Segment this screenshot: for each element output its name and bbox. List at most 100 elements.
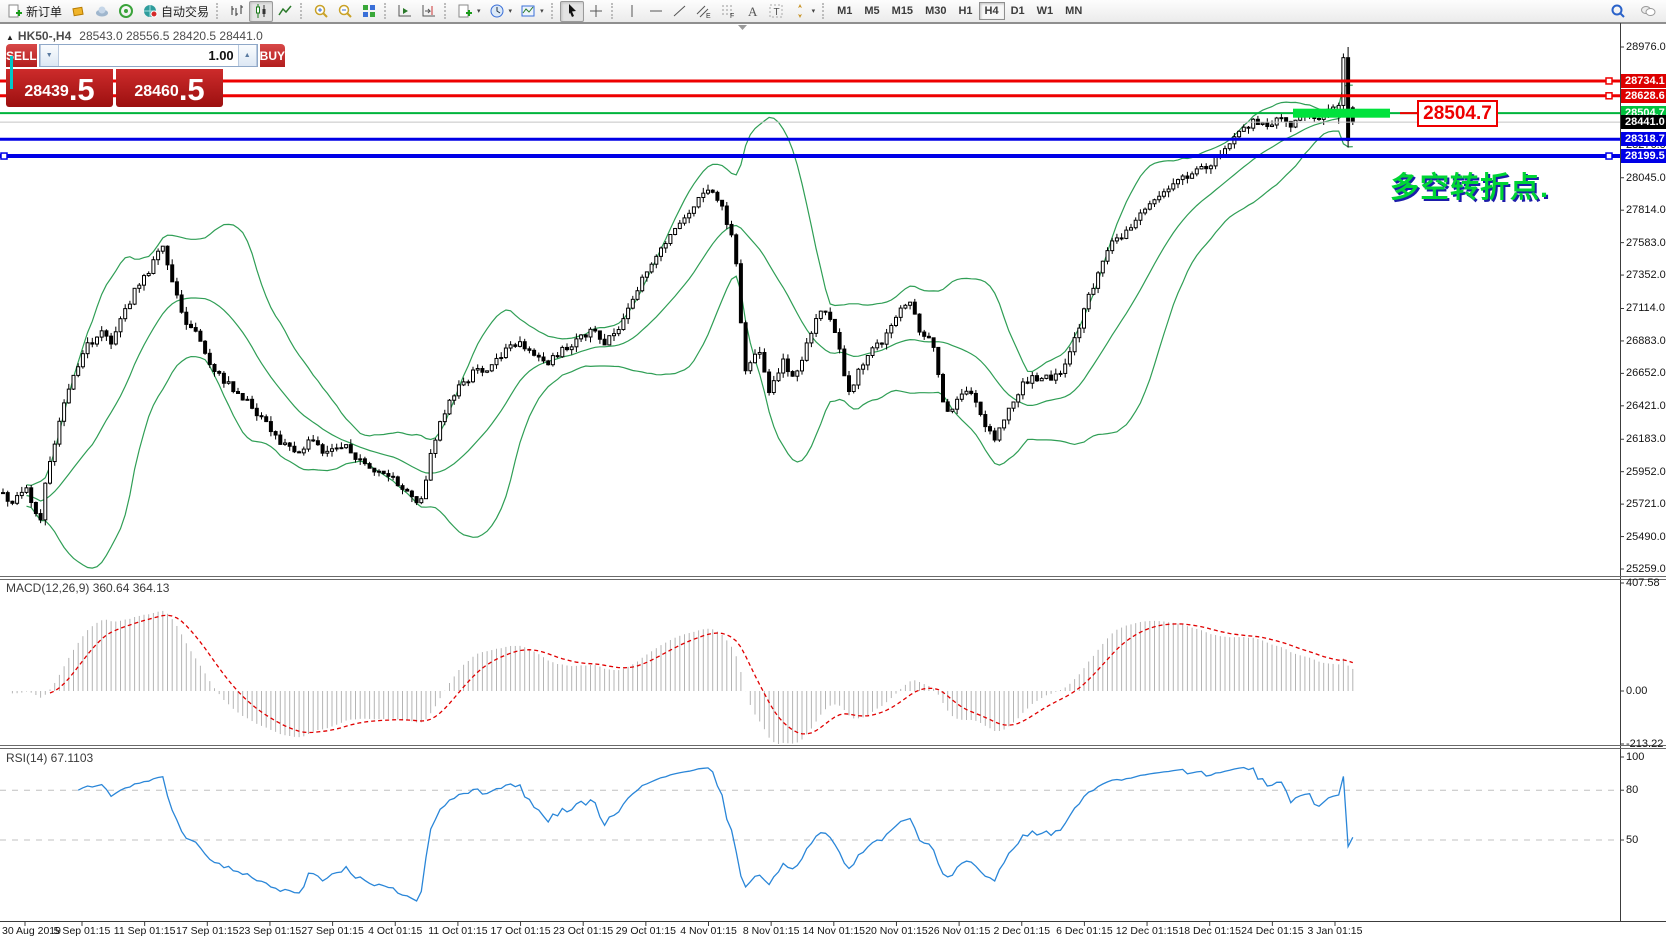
chat-icon	[1641, 6, 1656, 16]
volume-input[interactable]	[58, 45, 238, 66]
cloud-icon	[96, 6, 109, 17]
time-label: 12 Dec 01:15	[1115, 925, 1179, 937]
toolbar-separator	[444, 3, 450, 19]
search-icon	[1611, 4, 1625, 18]
bar-chart-button[interactable]	[225, 1, 249, 22]
rsi-axis-label: 50	[1626, 834, 1639, 846]
auto-scroll-button[interactable]	[393, 1, 417, 22]
time-label: 3 Jan 01:15	[1307, 925, 1363, 937]
data-folder-button[interactable]	[66, 1, 90, 22]
toolbar-separator	[822, 3, 828, 19]
price-tick: 28976.0	[1626, 41, 1666, 53]
timeframe-m30-button[interactable]: M30	[925, 5, 947, 17]
timeframe-m15-button[interactable]: M15	[891, 5, 914, 17]
timeframe-h1-button[interactable]: H1	[958, 5, 973, 17]
macd-axis-label: 407.58	[1626, 577, 1660, 589]
template-icon	[521, 5, 535, 17]
periods-button[interactable]: ▾	[485, 1, 517, 22]
fibo-icon: F	[721, 5, 734, 19]
svg-text:F: F	[730, 13, 734, 19]
time-label: 24 Dec 01:15	[1241, 925, 1304, 937]
line-chart-button[interactable]	[273, 1, 297, 22]
price-level-badge: 28441.0	[1621, 115, 1666, 130]
chartshift-icon	[422, 5, 436, 17]
ohlc-values: 28543.0 28556.5 28420.5 28441.0	[79, 29, 263, 43]
toolbar-separator	[216, 3, 222, 19]
price-tick: 26421.0	[1626, 399, 1666, 412]
buy-price-box[interactable]: 28460.5	[116, 69, 223, 107]
svg-text:A: A	[748, 4, 758, 19]
new-order-icon	[8, 4, 22, 18]
cloud-button[interactable]	[90, 1, 114, 22]
new-chart-icon	[458, 4, 473, 18]
timeframe-mn-button[interactable]: MN	[1065, 5, 1083, 17]
channel-icon: E	[696, 5, 711, 19]
trendline-icon	[673, 5, 685, 17]
time-label: 20 Nov 01:15	[865, 925, 928, 937]
signals-button[interactable]	[114, 1, 138, 22]
sell-button[interactable]: SELL	[6, 44, 37, 67]
zoom-out-button[interactable]	[333, 1, 357, 22]
equidistant-channel-button[interactable]: E	[692, 1, 716, 22]
buy-button[interactable]: BUY	[259, 44, 286, 67]
chat-button[interactable]	[1636, 1, 1660, 22]
price-tick: 27352.0	[1626, 269, 1666, 282]
price-tick: 26183.0	[1626, 433, 1666, 446]
highlight-zone	[1293, 108, 1390, 118]
time-label: 5 Sep 01:15	[53, 925, 111, 937]
toolbar-separator	[550, 3, 557, 19]
timeframe-h4-button[interactable]: H4	[978, 2, 1005, 20]
chart-line-icon	[278, 5, 292, 16]
macd-axis-label: -213.22	[1626, 738, 1664, 750]
fibonacci-button[interactable]: F	[716, 1, 740, 22]
collapse-panel-icon[interactable]: ▲	[6, 33, 14, 42]
volume-decrease-button[interactable]: ▼	[39, 45, 59, 66]
timeframe-d1-button[interactable]: D1	[1010, 5, 1025, 17]
svg-text:E: E	[706, 13, 711, 19]
vertical-line-button[interactable]	[620, 1, 644, 22]
crosshair-icon	[589, 5, 602, 17]
arrows-button[interactable]: ▾	[788, 1, 820, 22]
zoom-in-button[interactable]	[309, 1, 333, 22]
timeframe-m5-button[interactable]: M5	[864, 5, 880, 17]
cursor-icon	[568, 4, 576, 17]
sell-price-pips: .5	[68, 72, 95, 107]
trendline-button[interactable]	[668, 1, 692, 22]
autotrading-button[interactable]: 自动交易	[138, 1, 213, 22]
text-label-button[interactable]: T	[764, 1, 788, 22]
volume-increase-button[interactable]: ▲	[237, 45, 257, 66]
autoscroll-icon	[398, 5, 412, 17]
time-label: 11 Sep 01:15	[113, 925, 176, 937]
text-button[interactable]: A	[740, 1, 764, 22]
tile-windows-button[interactable]	[357, 1, 381, 22]
templates-button[interactable]: ▾	[516, 1, 548, 22]
price-callout[interactable]: 28504.7	[1417, 100, 1498, 127]
arrows-icon	[797, 4, 802, 18]
timeframe-w1-button[interactable]: W1	[1036, 5, 1054, 17]
cursor-button[interactable]	[559, 0, 584, 22]
time-label: 4 Nov 01:15	[680, 925, 737, 937]
chart-bars-icon	[231, 5, 244, 16]
buy-price-pips: .5	[178, 72, 205, 107]
main-toolbar: 新订单 自动交易 ▾ ▾ ▾ E F A T ▾ M1 M5 M15 M30 H1 H4 D1 W1 MN	[0, 0, 1666, 23]
new-order-button[interactable]: 新订单	[3, 1, 66, 22]
annotation-text[interactable]: 多空转折点.	[1390, 172, 1550, 204]
new-chart-button[interactable]: ▾	[453, 1, 485, 22]
time-label: 4 Oct 01:15	[368, 925, 423, 937]
one-click-trade-panel: SELL ▼ ▲ BUY 28439.5 28460.5	[6, 44, 286, 107]
timeframe-m1-button[interactable]: M1	[837, 5, 853, 17]
time-label: 30 Aug 2019	[2, 925, 61, 937]
time-label: 23 Sep 01:15	[238, 925, 302, 937]
chart-shift-button[interactable]	[417, 1, 441, 22]
horizontal-line-button[interactable]	[644, 1, 668, 22]
textT-icon: T	[769, 4, 783, 18]
time-label: 23 Oct 01:15	[553, 925, 614, 937]
crosshair-button[interactable]	[584, 1, 608, 22]
sell-price-box[interactable]: 28439.5	[6, 69, 113, 107]
search-button[interactable]	[1606, 1, 1630, 22]
price-tick: 27814.0	[1626, 204, 1666, 217]
price-level-badge: 28318.7	[1621, 132, 1666, 147]
candlestick-chart-button[interactable]	[249, 0, 274, 22]
price-tick: 26652.0	[1626, 367, 1666, 380]
